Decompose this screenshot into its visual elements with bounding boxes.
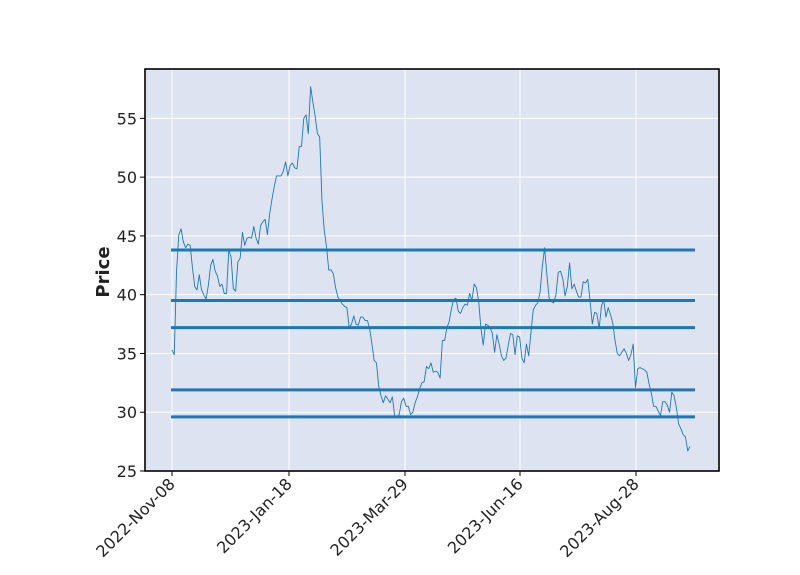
y-tick-label-0: 25 <box>117 462 137 481</box>
y-axis-ticks: 25 30 35 40 45 50 55 <box>117 109 145 481</box>
y-tick-label-2: 35 <box>117 344 137 363</box>
x-tick-label-4: 2023-Aug-28 <box>556 474 643 561</box>
plot-frame <box>144 68 720 472</box>
x-tick-label-3: 2023-Jun-16 <box>444 474 527 557</box>
y-axis-label: Price <box>93 246 114 297</box>
x-tick-label-0: 2022-Nov-08 <box>92 474 179 561</box>
x-tick-label-2: 2023-Mar-29 <box>326 474 411 559</box>
x-tick-label-1: 2023-Jan-18 <box>213 474 296 557</box>
plot-background <box>145 69 719 471</box>
price-series-line <box>171 86 691 452</box>
y-tick-label-6: 55 <box>117 109 137 128</box>
y-tick-label-5: 50 <box>117 168 137 187</box>
x-axis-ticks: 2022-Nov-08 2023-Jan-18 2023-Mar-29 2023-Ju… <box>92 471 643 561</box>
y-tick-label-3: 40 <box>117 286 137 305</box>
y-tick-label-1: 30 <box>117 403 137 422</box>
horizontal-levels <box>171 248 695 419</box>
y-tick-label-4: 45 <box>117 227 137 246</box>
